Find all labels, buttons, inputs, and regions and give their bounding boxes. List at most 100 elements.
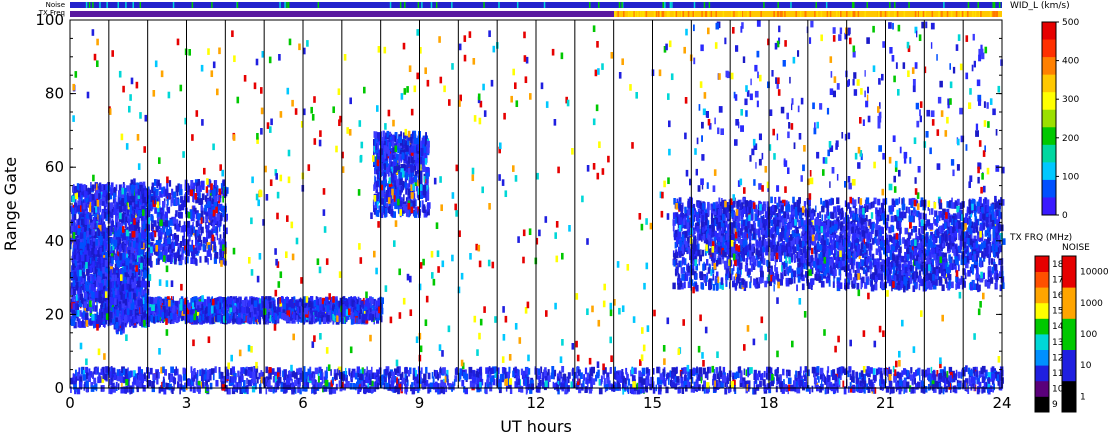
echo-cell (942, 371, 947, 379)
echo-cell (488, 371, 492, 378)
txfreq-bar-mark (884, 11, 887, 17)
echo-cell (993, 383, 995, 391)
noise-bar-mark (236, 2, 239, 8)
echo-cell (690, 386, 694, 393)
echo-cell (235, 382, 238, 389)
echo-cell (712, 373, 717, 381)
echo-cell (842, 380, 845, 388)
echo-cell (239, 387, 244, 394)
echo-cell (162, 376, 165, 384)
echo-cell (94, 291, 99, 298)
echo-cell (472, 370, 476, 377)
echo-cell (356, 366, 360, 373)
echo-cell (404, 367, 408, 374)
txfreq-bar-mark (777, 11, 780, 17)
echo-cell (82, 271, 86, 279)
echo-cell (344, 314, 348, 322)
echo-cell (715, 379, 718, 387)
echo-cell (385, 382, 390, 390)
echo-cell (260, 376, 265, 384)
echo-cell (383, 369, 386, 376)
echo-cell (796, 381, 798, 388)
echo-cell (464, 387, 468, 395)
echo-cell (406, 379, 409, 387)
echo-cell (409, 367, 412, 374)
echo-cell (236, 298, 240, 305)
txfreq-bar-mark (974, 11, 977, 17)
noise-bar-mark (671, 2, 673, 8)
echo-cell (215, 380, 219, 387)
echo-cell (457, 375, 461, 382)
echo-cell (116, 374, 120, 382)
echo-cell (282, 387, 287, 394)
echo-cell (104, 211, 107, 219)
echo-cell (894, 369, 897, 376)
echo-cell (773, 377, 775, 384)
noise-bar-mark (825, 2, 828, 8)
echo-cell (874, 387, 877, 394)
echo-cell (101, 300, 105, 308)
noise-bar-mark (172, 2, 175, 8)
echo-cell (210, 368, 215, 375)
echo-cell (939, 369, 944, 376)
txfreq-bar-mark (747, 11, 749, 17)
echo-cell (838, 366, 843, 374)
echo-cell (224, 366, 229, 374)
echo-cell (899, 379, 903, 386)
echo-cell (572, 367, 575, 375)
echo-cell (858, 372, 862, 380)
echo-cell (657, 382, 660, 389)
echo-cell (422, 383, 425, 390)
echo-cell (447, 378, 449, 386)
echo-cell (921, 380, 924, 388)
echo-cell (136, 291, 141, 299)
echo-cell (745, 369, 749, 376)
echo-cell (633, 367, 637, 375)
noise-bar-mark (889, 2, 891, 8)
echo-cell (753, 369, 757, 377)
noise-bar-mark (708, 2, 711, 8)
echo-cell (99, 182, 102, 190)
echo-cell (936, 370, 939, 377)
echo-cell (847, 386, 850, 393)
noise-bar-mark (139, 2, 142, 8)
echo-cell (583, 374, 586, 381)
echo-cell (901, 370, 904, 377)
echo-cell (91, 205, 93, 213)
echo-cell (204, 302, 207, 310)
echo-cell (398, 383, 402, 391)
echo-cell (147, 296, 151, 304)
echo-cell (160, 366, 164, 374)
echo-cell (90, 182, 92, 189)
echo-cell (605, 383, 609, 391)
echo-cell (196, 370, 199, 377)
echo-cell (954, 373, 957, 380)
echo-cell (504, 379, 508, 386)
echo-cell (84, 191, 88, 198)
echo-cell (932, 386, 937, 393)
echo-cell (932, 370, 936, 378)
echo-cell (296, 377, 300, 385)
echo-cell (360, 383, 363, 391)
echo-cell (885, 386, 889, 393)
echo-cell (800, 375, 803, 383)
echo-cell (370, 380, 374, 388)
echo-cell (122, 368, 126, 375)
echo-cell (973, 377, 976, 384)
echo-cell (294, 387, 297, 394)
txfreq-bar-mark (836, 11, 838, 17)
echo-cell (163, 387, 167, 395)
echo-cell (638, 370, 641, 378)
txfreq-bar-mark (992, 11, 994, 17)
echo-cell (691, 377, 694, 384)
echo-cell (754, 376, 757, 383)
echo-cell (285, 378, 289, 385)
echo-cell (363, 387, 367, 394)
echo-cell (826, 380, 831, 387)
echo-cell (241, 386, 246, 393)
noise-bar-mark (191, 2, 194, 8)
echo-cell (91, 314, 95, 321)
echo-cell (218, 372, 221, 379)
echo-cell (82, 310, 86, 318)
echo-cell (574, 371, 578, 379)
